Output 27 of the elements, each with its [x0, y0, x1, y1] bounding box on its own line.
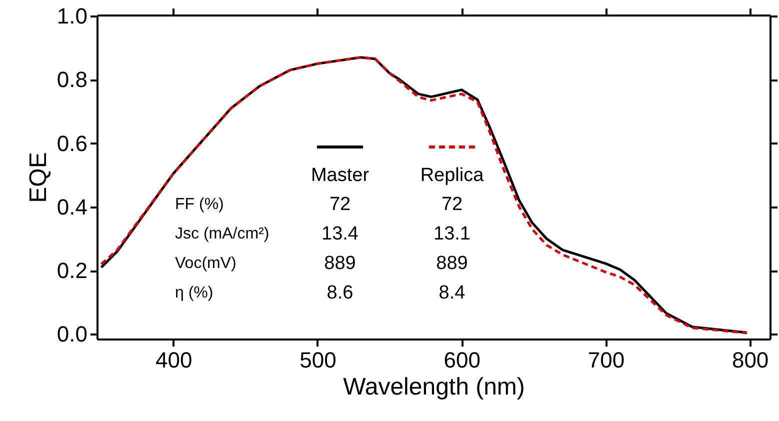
annotation: 13.4 — [322, 224, 359, 244]
annotation: FF (%) — [175, 196, 224, 213]
annotation: Jsc (mA/cm²) — [175, 226, 270, 242]
y-axis-title: EQE — [24, 152, 52, 203]
legend-label: Replica — [420, 165, 484, 186]
annotation: 889 — [324, 253, 356, 274]
x-axis-title: Wavelength (nm) — [343, 374, 525, 400]
annotation: 8.4 — [438, 282, 466, 304]
y-tick-label: 0.2 — [56, 258, 88, 284]
y-tick-label: 0.6 — [56, 130, 88, 156]
x-tick-label: 700 — [588, 348, 625, 372]
y-tick-label: 0.8 — [56, 67, 88, 92]
y-tick-label: 1.0 — [56, 3, 88, 28]
x-tick-label: 600 — [444, 348, 480, 372]
annotation: 72 — [441, 194, 463, 215]
legend-label: Master — [310, 165, 370, 186]
y-tick-label: 0.4 — [56, 194, 88, 220]
annotation: Voc(mV) — [175, 255, 236, 272]
annotation: 13.1 — [434, 224, 470, 244]
annotation: 889 — [436, 253, 468, 274]
annotation: 72 — [329, 194, 351, 215]
x-tick-label: 400 — [156, 348, 192, 372]
x-tick-label: 500 — [300, 348, 336, 372]
x-tick-label: 800 — [732, 348, 769, 372]
y-tick-label: 0.0 — [56, 322, 88, 347]
annotation: 8.6 — [326, 282, 354, 304]
annotation: η (%) — [175, 284, 214, 302]
